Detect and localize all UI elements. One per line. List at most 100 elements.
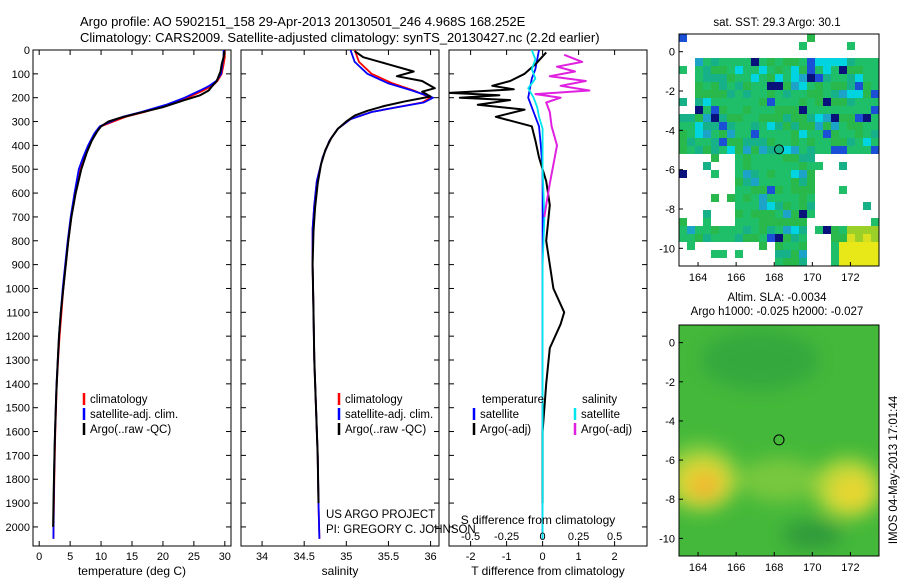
sst-cell [759,170,767,178]
sla_map-ytick-label: -2 [665,377,675,389]
temperature-legend: climatology satellite-adj. clim. Argo(..… [82,393,178,436]
sla_map-xtick-label: 168 [765,562,783,574]
sst-cell [871,258,879,266]
sst-cell [695,90,703,98]
sst-cell [799,106,807,114]
sst-cell [863,146,871,154]
difference-series-salinity-argo-adj [534,53,591,218]
sst-cell [871,114,879,122]
sst-cell [799,98,807,106]
sst-cell [823,74,831,82]
sst-cell [719,146,727,154]
sst-cell [767,74,775,82]
sst-cell [695,146,703,154]
sst-cell [855,114,863,122]
sst-cell [759,106,767,114]
sst-cell [863,58,871,66]
sst-cell [863,106,871,114]
temperature-xtick-label: 10 [95,551,107,563]
legend-label-argo: Argo(..raw -QC) [90,424,171,436]
sst-cell [711,194,719,202]
sst-cell [735,146,743,154]
sst-cell [751,66,759,74]
sst-cell [775,66,783,74]
sst-cell [839,74,847,82]
sst-cell [815,90,823,98]
sst-cell [855,242,863,250]
sst-map-title: sat. SST: 29.3 Argo: 30.1 [713,17,840,29]
sst-cell [823,138,831,146]
sst-cell [863,98,871,106]
sst-cell [711,122,719,130]
sst-cell [743,98,751,106]
sst-cell [759,130,767,138]
sst-cell [799,138,807,146]
sst-cell [799,170,807,178]
sla_map-xtick-label: 172 [841,562,859,574]
depth-tick-label: 1800 [6,474,30,486]
sst-cell [711,58,719,66]
sst_map-ytick-label: -8 [665,204,675,216]
sst_map-xtick-label: 172 [841,272,859,284]
sst-cell [807,154,815,162]
sst-cell [775,58,783,66]
sst-cell [711,98,719,106]
sst-cell [735,194,743,202]
depth-tick-label: 400 [12,140,30,152]
sst-cell [871,146,879,154]
sst-cell [727,106,735,114]
sst_map-xtick-label: 170 [803,272,821,284]
sst-cell [831,242,839,250]
sst-cell [871,98,879,106]
sst-cell [695,58,703,66]
sla-map-frame [678,324,880,557]
legend-label-satellite: satellite-adj. clim. [345,409,433,421]
sst-cell [847,114,855,122]
sst-cell [839,114,847,122]
sst-cell [783,234,791,242]
sst-cell [735,122,743,130]
legend-label-climatology: climatology [90,394,148,406]
sst-cell [759,122,767,130]
sst-cell [847,82,855,90]
temperature-xtick-label: 5 [67,551,73,563]
sst-cell [871,138,879,146]
sst-cell [767,106,775,114]
sst-cell [751,170,759,178]
sst-cell [767,98,775,106]
sst-cell [751,234,759,242]
sst-cell [751,186,759,194]
sst-cell [687,122,695,130]
sst-cell [695,130,703,138]
sst-cell [815,162,823,170]
sst-cell [687,138,695,146]
sst-cell [831,122,839,130]
sst-cell [719,98,727,106]
sst-cell [871,66,879,74]
sst-cell [783,74,791,82]
sst-cell [871,250,879,258]
temperature-series-climatology [52,50,226,539]
temperature-xtick-label: 25 [188,551,200,563]
sst-cell [791,138,799,146]
sst-cell [743,58,751,66]
sst-cell [679,226,687,234]
sst-cell [751,114,759,122]
sst-cell [815,106,823,114]
sst-cell [791,130,799,138]
sst-cell [751,178,759,186]
sst-cell [847,122,855,130]
sst-cell [791,82,799,90]
sst-cell [807,74,815,82]
sst-cell [743,218,751,226]
timestamp-label: IMOS 04-May-2013 17:01:44 [888,395,900,544]
sst-cell [823,82,831,90]
sst-cell [823,66,831,74]
sst-cell [703,226,711,234]
depth-axis-ticks: 0 100 200 300 400 500 600 700 800 900 1000 1100 1200… [6,45,30,534]
sst-cell [695,98,703,106]
sst-cell [767,218,775,226]
sst-cell [855,138,863,146]
sst-cell [807,146,815,154]
sst-cell [743,202,751,210]
